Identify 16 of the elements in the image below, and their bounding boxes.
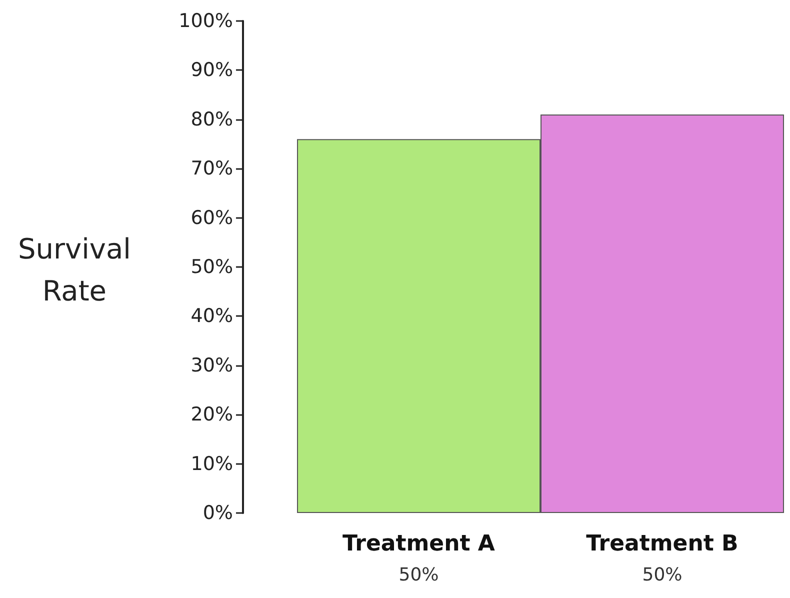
y-tick-label: 70% [190, 158, 233, 180]
y-tick-label: 80% [190, 108, 233, 130]
y-tick-label: 20% [190, 404, 233, 426]
y-tick-label: 50% [190, 256, 233, 278]
x-tick-label: Treatment A [342, 532, 495, 556]
y-tick-label: 60% [190, 206, 233, 229]
y-tick-label: 40% [190, 305, 233, 328]
y-tick-label: 30% [190, 354, 233, 376]
y-tick-label: 100% [178, 10, 233, 32]
text: 50% [642, 564, 682, 586]
y-tick-label: 90% [190, 59, 233, 82]
x-tick-label: Treatment B [586, 532, 738, 556]
y-tick-label: 10% [190, 452, 233, 475]
text: 50% [398, 564, 439, 586]
y-axis-title: Survival Rate [18, 232, 131, 308]
y-tick-label: 0% [202, 502, 233, 524]
